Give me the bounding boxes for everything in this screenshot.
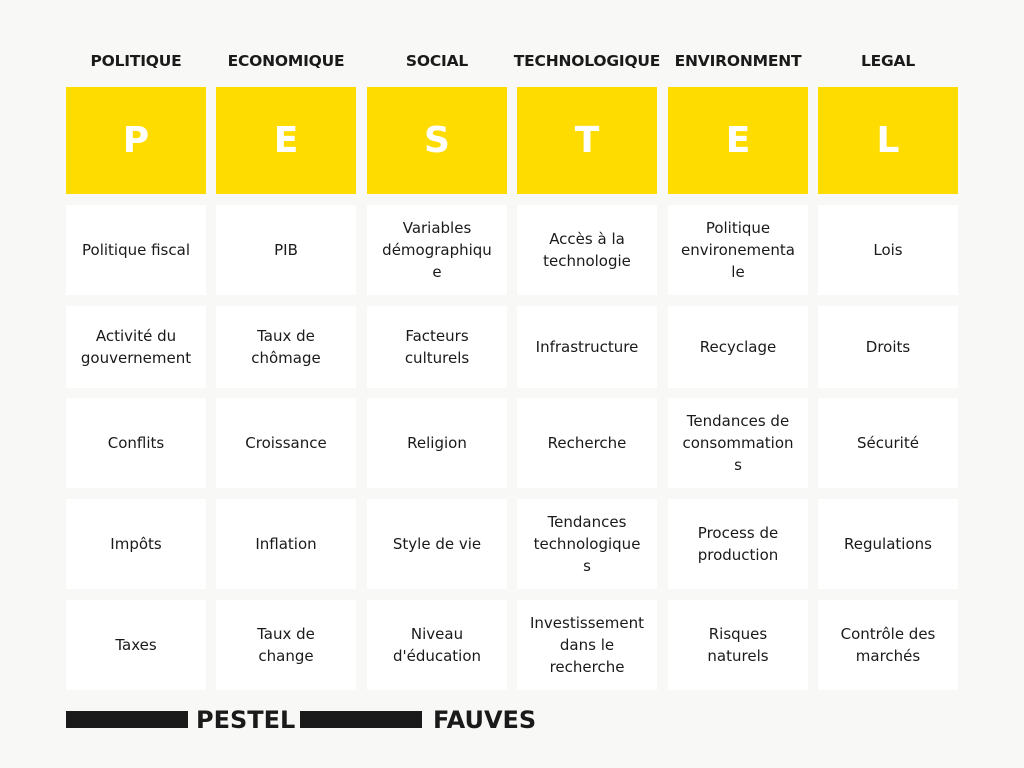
cell-legal-1: Lois [818,205,958,295]
letter-box-e2: E [668,87,808,194]
cell-technologique-4: Tendances technologique s [517,499,657,589]
cell-politique-2: Activité du gouvernement [66,306,206,388]
cell-politique-4: Impôts [66,499,206,589]
cell-economique-2: Taux de chômage [216,306,356,388]
letter-box-p: P [66,87,206,194]
cell-politique-3: Conflits [66,398,206,488]
cell-environment-4: Process de production [668,499,808,589]
column-header-economique: ECONOMIQUE [227,52,345,70]
cell-legal-2: Droits [818,306,958,388]
cell-social-4: Style de vie [367,499,507,589]
cell-economique-1: PIB [216,205,356,295]
cell-politique-5: Taxes [66,600,206,690]
cell-technologique-1: Accès à la technologie [517,205,657,295]
cell-social-1: Variables démographiqu e [367,205,507,295]
footer-brand: FAUVES [433,706,537,734]
cell-social-2: Facteurs culturels [367,306,507,388]
cell-social-3: Religion [367,398,507,488]
footer-bar-middle [300,711,422,728]
cell-environment-5: Risques naturels [668,600,808,690]
letter-box-e: E [216,87,356,194]
footer-bar-left [66,711,188,728]
cell-social-5: Niveau d'éducation [367,600,507,690]
column-header-technologique: TECHNOLOGIQUE [513,52,661,70]
cell-legal-5: Contrôle des marchés [818,600,958,690]
column-header-legal: LEGAL [860,52,916,70]
cell-environment-3: Tendances de consommation s [668,398,808,488]
cell-environment-1: Politique environementa le [668,205,808,295]
cell-economique-4: Inflation [216,499,356,589]
cell-technologique-2: Infrastructure [517,306,657,388]
cell-legal-3: Sécurité [818,398,958,488]
cell-legal-4: Regulations [818,499,958,589]
letter-box-l: L [818,87,958,194]
cell-environment-2: Recyclage [668,306,808,388]
column-header-social: SOCIAL [405,52,469,70]
column-header-politique: POLITIQUE [90,52,182,70]
letter-box-t: T [517,87,657,194]
cell-technologique-3: Recherche [517,398,657,488]
letter-box-s: S [367,87,507,194]
cell-economique-5: Taux de change [216,600,356,690]
cell-politique-1: Politique fiscal [66,205,206,295]
footer-title: PESTEL [196,706,296,734]
cell-economique-3: Croissance [216,398,356,488]
column-header-environment: ENVIRONMENT [674,52,802,70]
cell-technologique-5: Investissement dans le recherche [517,600,657,690]
